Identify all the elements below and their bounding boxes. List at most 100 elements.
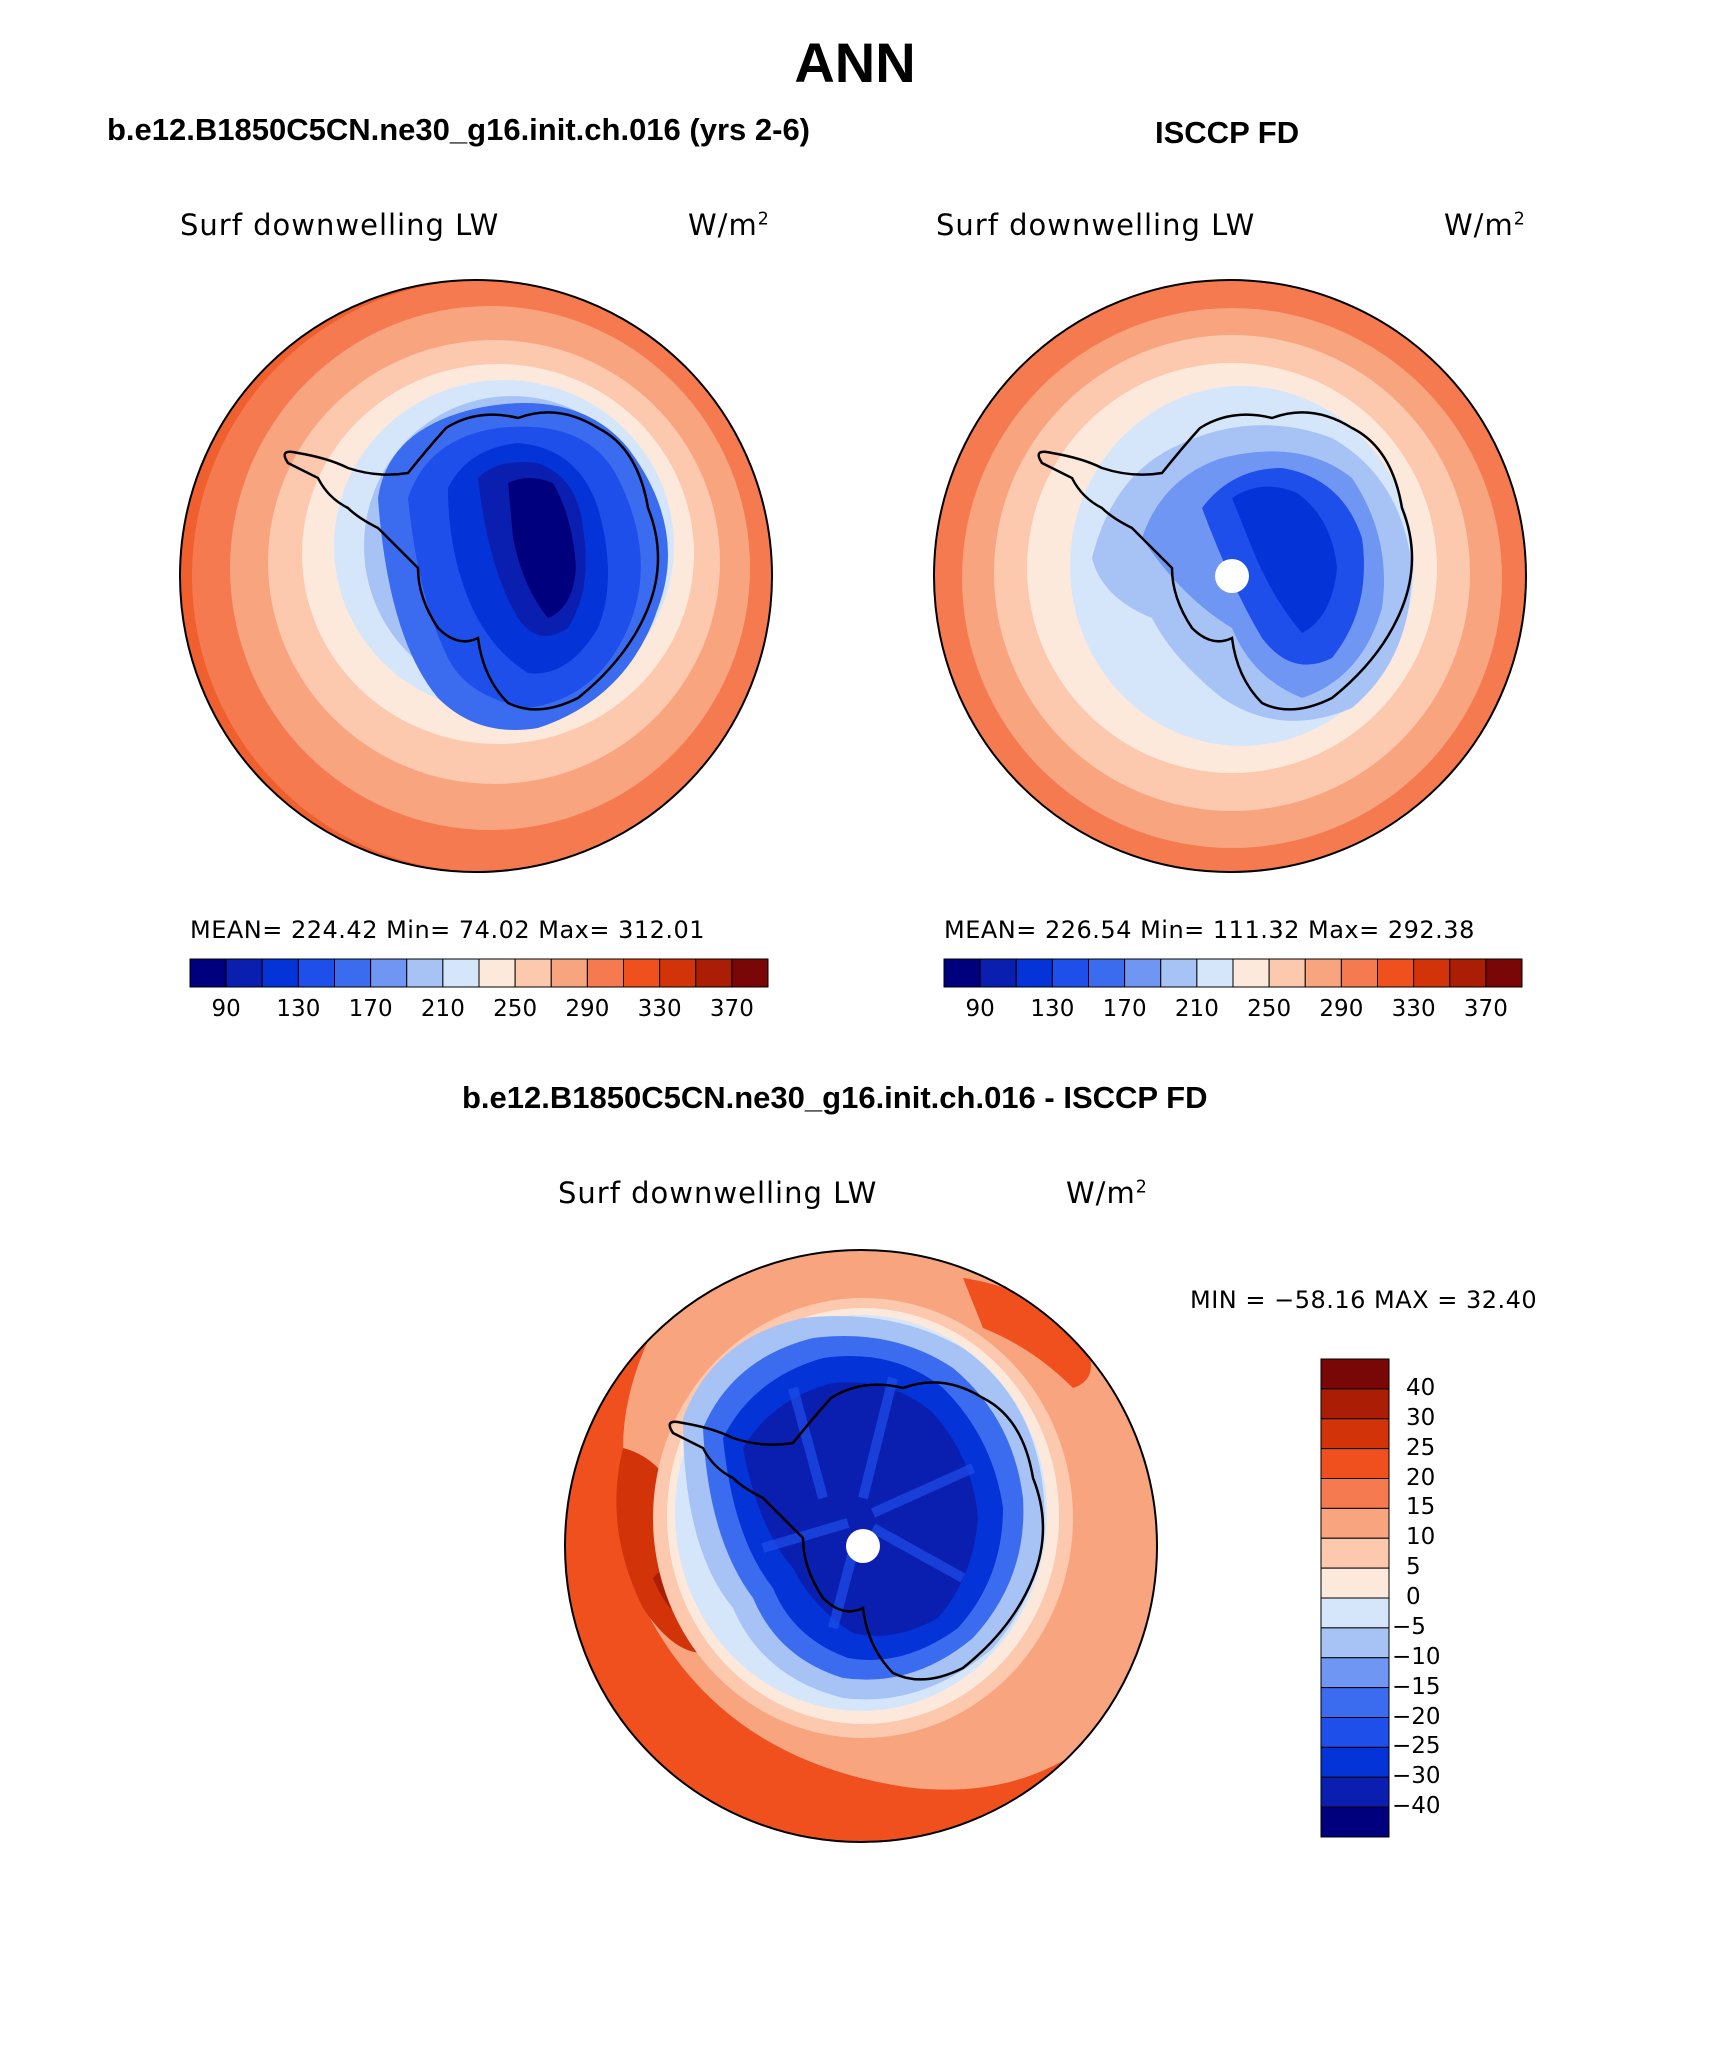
diff-stats: MIN = −58.16 MAX = 32.40 [1190,1286,1538,1314]
colorbar-swatch [370,958,408,988]
colorbar-tick-label: 130 [276,996,321,1022]
colorbar-tick-label: 210 [420,996,465,1022]
model-field-label: Surf downwelling LW [180,208,500,242]
colorbar-swatch [1160,958,1198,988]
colorbar-swatch [1088,958,1126,988]
colorbar-swatch [334,958,372,988]
colorbar-swatch [586,958,624,988]
colorbar-swatch [1320,1627,1390,1659]
colorbar-tick-label: −40 [1392,1793,1441,1820]
diff-colorbar-ticks: 40 30 25 20 15 10 5 0 −5 −10 −15 −20 −25 −30 −40 [1392,1358,1472,1838]
obs-polar-map [933,279,1527,873]
colorbar-tick-label: 130 [1030,996,1075,1022]
colorbar-swatch [1268,958,1306,988]
obs-colorbar-ticks: 90 130 170 210 250 290 330 370 [944,996,1522,1026]
colorbar-tick-label: 30 [1406,1404,1436,1431]
colorbar-tick-label: 330 [637,996,682,1022]
colorbar-swatch [442,958,480,988]
diff-panel-header: b.e12.B1850C5CN.ne30_g16.init.ch.016 - I… [462,1080,1208,1115]
colorbar-swatch [1015,958,1053,988]
colorbar-swatch [695,958,733,988]
colorbar-swatch [1051,958,1089,988]
obs-colorbar [943,958,1523,988]
model-colorbar-ticks: 90 130 170 210 250 290 330 370 [190,996,768,1026]
colorbar-swatch [1320,1448,1390,1479]
main-title: ANN [794,31,916,94]
colorbar-swatch [659,958,697,988]
model-colorbar [189,958,769,988]
colorbar-tick-label: −5 [1392,1613,1426,1640]
colorbar-tick-label: 170 [348,996,393,1022]
obs-units: W/m2 [1444,208,1526,242]
colorbar-swatch [478,958,516,988]
diff-polar-map [564,1249,1158,1843]
model-polar-map [179,279,773,873]
colorbar-swatch [1320,1717,1390,1748]
colorbar-tick-label: −30 [1392,1763,1441,1790]
colorbar-swatch [1320,1537,1390,1569]
colorbar-swatch [1340,958,1378,988]
colorbar-tick-label: 290 [565,996,610,1022]
colorbar-swatch [1320,1657,1390,1689]
diff-field-label: Surf downwelling LW [558,1176,878,1210]
colorbar-tick-label: 370 [709,996,754,1022]
colorbar-swatch [297,958,335,988]
colorbar-tick-label: −10 [1392,1643,1441,1670]
colorbar-tick-label: 370 [1463,996,1508,1022]
colorbar-tick-label: 25 [1406,1434,1436,1461]
colorbar-swatch [1320,1478,1390,1509]
colorbar-tick-label: −20 [1392,1703,1441,1730]
colorbar-swatch [979,958,1017,988]
colorbar-swatch [1320,1806,1390,1838]
colorbar-swatch [731,958,769,988]
colorbar-swatch [1320,1418,1390,1450]
colorbar-swatch [1124,958,1162,988]
colorbar-swatch [1377,958,1415,988]
colorbar-swatch [189,958,227,988]
colorbar-tick-label: 0 [1406,1584,1421,1610]
colorbar-tick-label: 40 [1406,1374,1436,1401]
colorbar-swatch [406,958,444,988]
colorbar-swatch [1320,1358,1390,1390]
model-units: W/m2 [688,208,770,242]
obs-stats: MEAN= 226.54 Min= 111.32 Max= 292.38 [944,916,1475,944]
colorbar-tick-label: 20 [1406,1464,1436,1491]
colorbar-swatch [1304,958,1342,988]
obs-panel-header: ISCCP FD [1155,115,1300,150]
colorbar-tick-label: 330 [1391,996,1436,1022]
model-panel-header: b.e12.B1850C5CN.ne30_g16.init.ch.016 (yr… [107,112,811,147]
colorbar-tick-label: 290 [1319,996,1364,1022]
colorbar-swatch [261,958,299,988]
colorbar-tick-label: 170 [1102,996,1147,1022]
colorbar-swatch [514,958,552,988]
diff-colorbar [1320,1358,1390,1838]
colorbar-tick-label: 5 [1406,1554,1421,1581]
colorbar-tick-label: −25 [1392,1733,1441,1760]
colorbar-tick-label: 250 [1247,996,1292,1022]
colorbar-swatch [1320,1597,1390,1629]
colorbar-tick-label: 90 [211,996,241,1022]
colorbar-swatch [1413,958,1451,988]
model-stats: MEAN= 224.42 Min= 74.02 Max= 312.01 [190,916,706,944]
colorbar-swatch [1320,1507,1390,1539]
colorbar-tick-label: 90 [965,996,995,1022]
colorbar-tick-label: 250 [493,996,538,1022]
colorbar-tick-label: −15 [1392,1673,1441,1700]
colorbar-swatch [623,958,661,988]
colorbar-tick-label: 210 [1174,996,1219,1022]
colorbar-swatch [1320,1776,1390,1808]
colorbar-swatch [943,958,981,988]
colorbar-swatch [1485,958,1523,988]
colorbar-swatch [1320,1388,1390,1420]
colorbar-swatch [1320,1687,1390,1718]
colorbar-swatch [1449,958,1487,988]
obs-field-label: Surf downwelling LW [936,208,1256,242]
colorbar-swatch [1320,1746,1390,1778]
colorbar-swatch [550,958,588,988]
colorbar-swatch [1232,958,1270,988]
colorbar-tick-label: 15 [1406,1494,1436,1521]
colorbar-tick-label: 10 [1406,1524,1436,1551]
colorbar-swatch [1196,958,1234,988]
colorbar-swatch [1320,1567,1390,1599]
colorbar-swatch [225,958,263,988]
